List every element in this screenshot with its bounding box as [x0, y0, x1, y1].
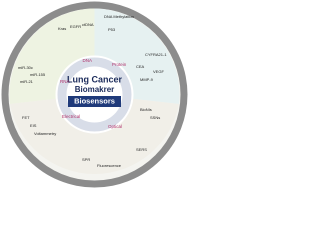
label: ctDNA	[82, 22, 94, 27]
label: FET	[22, 115, 30, 120]
ring-label: Electrical	[62, 114, 80, 119]
label: CYFRA21-1	[145, 52, 167, 57]
label: MMP-9	[140, 77, 154, 82]
title: Lung Cancer	[67, 74, 123, 84]
label: SSNs	[150, 115, 160, 120]
label: Voltammetry	[34, 131, 56, 136]
diagram: Lung Cancer Biomakrer Biosensors DNA Pro…	[1, 1, 188, 188]
label: CEA	[136, 64, 145, 69]
label: miR-21	[20, 79, 34, 84]
title: Biomakrer	[75, 85, 115, 94]
sensor-sector	[10, 94, 179, 175]
label: VEGF	[153, 69, 164, 74]
label: SPR	[82, 157, 90, 162]
label: P53	[108, 27, 116, 32]
ring-label: Protein	[112, 62, 127, 67]
label: miR-155	[30, 72, 46, 77]
ring-label: Optical	[108, 124, 122, 129]
label: miR-30c	[18, 65, 33, 70]
label: SERS	[136, 147, 147, 152]
label: Kras	[58, 26, 66, 31]
center	[66, 66, 123, 123]
band-label: Biosensors	[74, 96, 115, 105]
ring-label: RNA	[60, 79, 70, 84]
label: DNA Methylation	[104, 14, 134, 19]
band	[68, 96, 121, 107]
ring-label: DNA	[82, 58, 92, 63]
label: BioNIs	[140, 107, 152, 112]
label: EGFR	[70, 24, 81, 29]
label: Fluorescence	[97, 163, 122, 168]
label: EIS	[30, 123, 37, 128]
